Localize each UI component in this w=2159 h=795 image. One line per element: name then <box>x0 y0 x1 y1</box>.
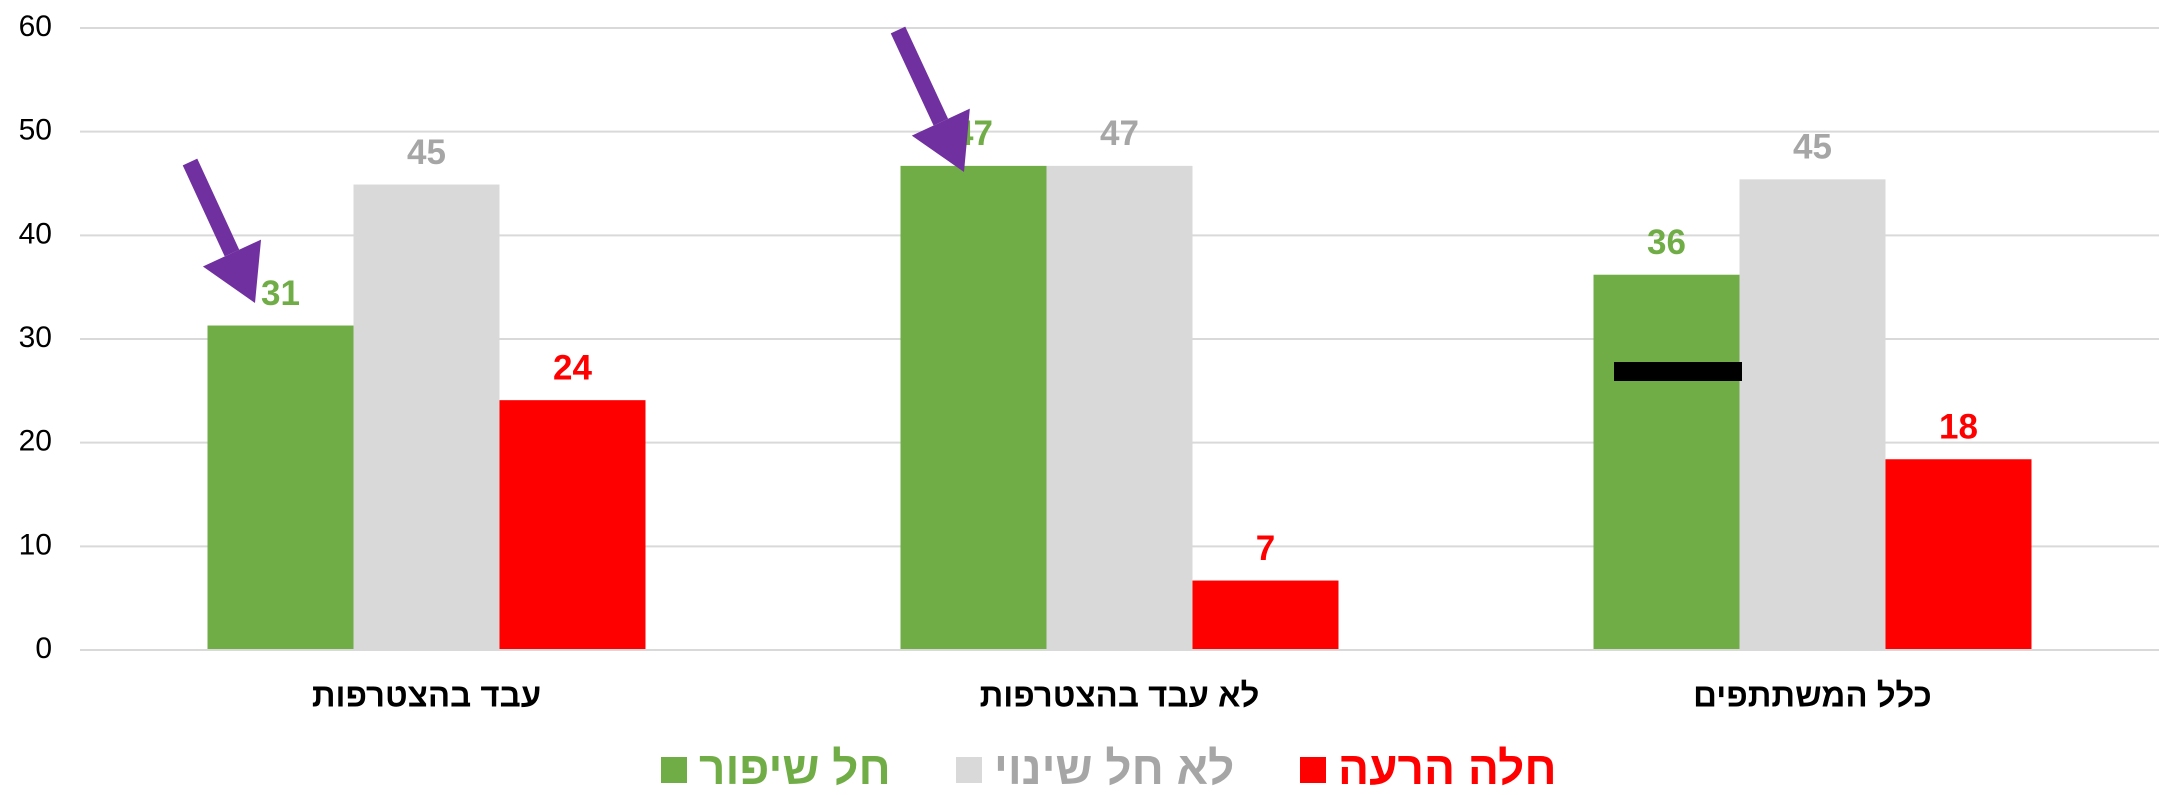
y-tick-label: 40 <box>19 217 52 250</box>
bar <box>499 400 646 650</box>
data-label: 36 <box>1647 223 1686 262</box>
bar <box>1593 274 1740 650</box>
data-label: 45 <box>407 133 446 172</box>
bar <box>207 325 354 650</box>
arrow-shaft <box>182 158 240 257</box>
bar <box>1192 580 1339 650</box>
x-tick-label: עבד בהצטרפות <box>312 677 541 714</box>
x-tick-label: כלל המשתתפים <box>1693 677 1932 714</box>
legend-label: לא חל שינוי <box>994 742 1234 794</box>
data-label: 18 <box>1939 408 1978 447</box>
data-label: 47 <box>1100 114 1139 153</box>
bar <box>900 165 1047 651</box>
y-tick-label: 30 <box>19 321 52 354</box>
arrow-head <box>911 108 970 172</box>
bar <box>353 184 500 650</box>
data-label: 7 <box>1256 529 1275 568</box>
y-tick-label: 60 <box>19 10 52 43</box>
bar <box>1739 179 1886 650</box>
y-tick-label: 0 <box>35 632 52 665</box>
x-tick-label: לא עבד בהצטרפות <box>980 677 1260 714</box>
y-tick-label: 10 <box>19 528 52 561</box>
bar <box>1885 459 2032 650</box>
legend-label: חלה הרעה <box>1338 742 1557 794</box>
legend-swatch <box>956 757 982 783</box>
legend-label: חל שיפור <box>699 742 891 794</box>
legend-swatch <box>1300 757 1326 783</box>
marker-bar <box>1614 362 1742 381</box>
arrow-head <box>202 239 262 303</box>
data-label: 24 <box>553 348 592 387</box>
y-tick-label: 20 <box>19 425 52 458</box>
bar <box>1046 165 1193 651</box>
y-tick-label: 50 <box>19 114 52 147</box>
data-label: 45 <box>1793 128 1832 167</box>
arrow-shaft <box>890 26 949 126</box>
legend-swatch <box>661 757 687 783</box>
data-label: 31 <box>261 274 300 313</box>
